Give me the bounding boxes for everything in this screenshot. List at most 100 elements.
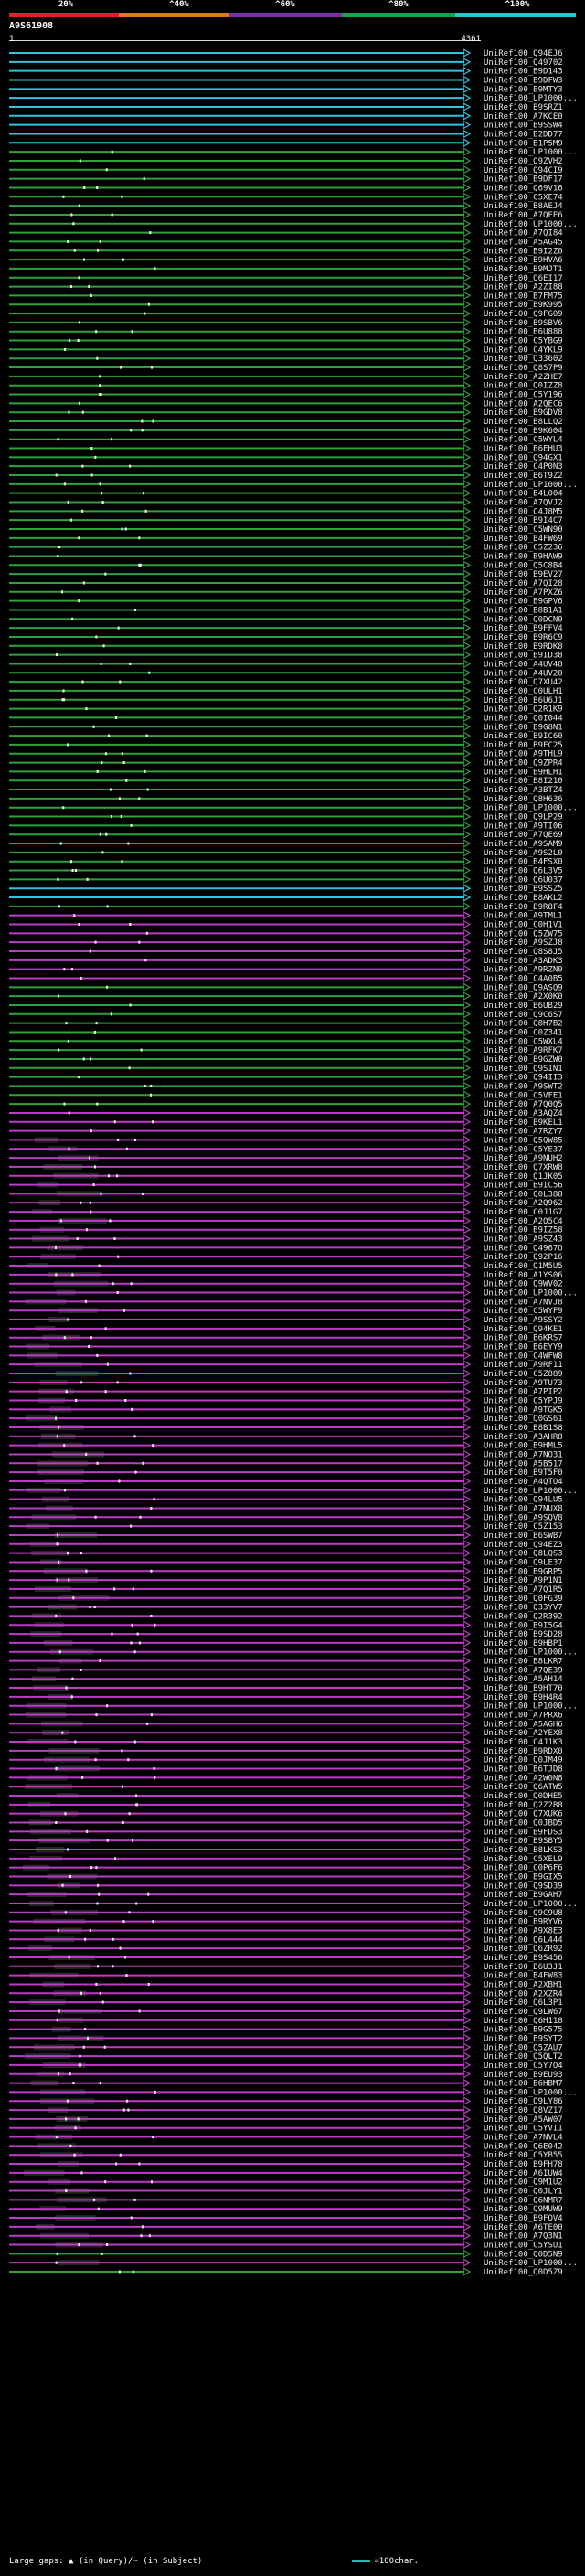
hit-row[interactable]: UniRef100_A3BTZ4	[9, 785, 563, 795]
hit-row[interactable]: UniRef100_C0Z341	[9, 1027, 563, 1037]
hit-label[interactable]: UniRef100_B9IC60	[484, 732, 563, 741]
hit-row[interactable]: UniRef100_A7QI84	[9, 228, 563, 239]
hit-row[interactable]: UniRef100_Q8S8J5	[9, 946, 563, 957]
hit-label[interactable]: UniRef100_B9RYV6	[484, 1918, 563, 1927]
hit-label[interactable]: UniRef100_B9MTY3	[484, 85, 563, 94]
hit-label[interactable]: UniRef100_C5Z889	[484, 1370, 563, 1379]
hit-row[interactable]: UniRef100_A9TI06	[9, 821, 563, 831]
hit-label[interactable]: UniRef100_A7PXZ6	[484, 588, 563, 598]
hit-label[interactable]: UniRef100_C5YBG9	[484, 337, 563, 346]
hit-label[interactable]: UniRef100_Q5QW85	[484, 1136, 563, 1145]
hit-label[interactable]: UniRef100_A7PRX6	[484, 1712, 563, 1721]
hit-label[interactable]: UniRef100_C5WYL4	[484, 436, 563, 445]
hit-row[interactable]: UniRef100_B9RYV6	[9, 1916, 563, 1927]
hit-row[interactable]: UniRef100_Q0JM49	[9, 1754, 563, 1765]
hit-row[interactable]: UniRef100_Q5ZW75	[9, 928, 563, 938]
hit-row[interactable]: UniRef100_C5YVI1	[9, 2123, 563, 2134]
hit-row[interactable]: UniRef100_Q5QLT2	[9, 2051, 563, 2062]
hit-row[interactable]: UniRef100_UP1000...	[9, 2258, 578, 2268]
hit-label[interactable]: UniRef100_B9FC25	[484, 741, 563, 750]
hit-label[interactable]: UniRef100_A7QI84	[484, 229, 563, 239]
hit-label[interactable]: UniRef100_B6U888	[484, 328, 563, 337]
hit-row[interactable]: UniRef100_B9MJT1	[9, 263, 563, 274]
hit-row[interactable]: UniRef100_B9SSZ5	[9, 884, 563, 894]
hit-label[interactable]: UniRef100_Q33YV7	[484, 1604, 563, 1613]
hit-label[interactable]: UniRef100_B6T9Z2	[484, 472, 563, 481]
hit-row[interactable]: UniRef100_A7NVJ8	[9, 1297, 563, 1307]
hit-label[interactable]: UniRef100_Q9MUW9	[484, 2205, 563, 2214]
hit-label[interactable]: UniRef100_A7PIP2	[484, 1388, 563, 1397]
hit-row[interactable]: UniRef100_Q5QW85	[9, 1135, 563, 1145]
hit-row[interactable]: UniRef100_B9GAH7	[9, 1890, 563, 1900]
hit-row[interactable]: UniRef100_UP1000...	[9, 2087, 578, 2097]
hit-row[interactable]: UniRef100_Q7XU42	[9, 677, 563, 687]
hit-row[interactable]: UniRef100_B8AEJ4	[9, 201, 563, 211]
hit-row[interactable]: UniRef100_Q6ATW5	[9, 1782, 563, 1792]
hit-row[interactable]: UniRef100_B6U6J1	[9, 694, 563, 705]
hit-label[interactable]: UniRef100_Q9SIN1	[484, 1065, 563, 1074]
hit-row[interactable]: UniRef100_C5XEL9	[9, 1853, 563, 1864]
hit-label[interactable]: UniRef100_A2W0N8	[484, 1774, 563, 1783]
hit-label[interactable]: UniRef100_C5XE74	[484, 193, 563, 202]
hit-label[interactable]: UniRef100_B8LKS3	[484, 1846, 563, 1855]
hit-row[interactable]: UniRef100_B9HBP1	[9, 1638, 563, 1648]
hit-row[interactable]: UniRef100_B9MTY3	[9, 84, 563, 94]
hit-row[interactable]: UniRef100_Q0FG39	[9, 1593, 563, 1604]
hit-label[interactable]: UniRef100_B9ID38	[484, 652, 563, 661]
hit-row[interactable]: UniRef100_Q1M5U5	[9, 1261, 563, 1271]
hit-label[interactable]: UniRef100_A7Q3N1	[484, 2232, 563, 2242]
hit-label[interactable]: UniRef100_Q94II3	[484, 1074, 563, 1083]
hit-label[interactable]: UniRef100_B4FSX0	[484, 858, 563, 867]
hit-label[interactable]: UniRef100_C5VFE1	[484, 1091, 563, 1100]
hit-row[interactable]: UniRef100_C4P0N3	[9, 461, 563, 472]
hit-row[interactable]: UniRef100_A7Q3N1	[9, 2231, 563, 2242]
hit-row[interactable]: UniRef100_B2DD77	[9, 129, 563, 139]
hit-row[interactable]: UniRef100_Q9WV02	[9, 1278, 563, 1289]
hit-label[interactable]: UniRef100_B9I2Z0	[484, 247, 563, 256]
hit-row[interactable]: UniRef100_UP1000...	[9, 1701, 578, 1712]
hit-label[interactable]: UniRef100_B9RDK8	[484, 642, 563, 652]
hit-row[interactable]: UniRef100_Q0I044	[9, 713, 563, 723]
hit-label[interactable]: UniRef100_UP1000...	[484, 1702, 578, 1712]
hit-label[interactable]: UniRef100_B9HLH1	[484, 768, 563, 777]
hit-row[interactable]: UniRef100_Q0JBD5	[9, 1818, 563, 1829]
hit-label[interactable]: UniRef100_Q6ATW5	[484, 1783, 563, 1792]
hit-label[interactable]: UniRef100_Q7XU42	[484, 678, 563, 687]
hit-label[interactable]: UniRef100_Q0JM49	[484, 1756, 563, 1765]
hit-row[interactable]: UniRef100_A9RFK7	[9, 1045, 563, 1055]
hit-label[interactable]: UniRef100_Q1M5U5	[484, 1262, 563, 1271]
hit-label[interactable]: UniRef100_B9K995	[484, 301, 563, 310]
hit-label[interactable]: UniRef100_C4P0N3	[484, 462, 563, 472]
hit-row[interactable]: UniRef100_B6KRS7	[9, 1332, 563, 1343]
hit-row[interactable]: UniRef100_B9I2Z0	[9, 246, 563, 256]
hit-label[interactable]: UniRef100_B6U3J1	[484, 1963, 563, 1972]
hit-label[interactable]: UniRef100_Q33602	[484, 355, 563, 364]
hit-row[interactable]: UniRef100_Q8H7B2	[9, 1018, 563, 1029]
hit-label[interactable]: UniRef100_Q94GX1	[484, 453, 563, 462]
hit-row[interactable]: UniRef100_A2QEC6	[9, 398, 563, 408]
hit-row[interactable]: UniRef100_A9TML1	[9, 910, 563, 921]
hit-label[interactable]: UniRef100_B9EU93	[484, 2071, 563, 2080]
hit-row[interactable]: UniRef100_Q33YV7	[9, 1602, 563, 1613]
hit-row[interactable]: UniRef100_B9HAW9	[9, 551, 563, 561]
hit-row[interactable]: UniRef100_B9FC25	[9, 739, 563, 750]
hit-row[interactable]: UniRef100_UP1000...	[9, 479, 578, 490]
hit-row[interactable]: UniRef100_C4WFW8	[9, 1351, 563, 1361]
hit-row[interactable]: UniRef100_A9NUH2	[9, 1153, 563, 1163]
hit-row[interactable]: UniRef100_Q0L388	[9, 1189, 563, 1199]
hit-label[interactable]: UniRef100_A7QVJ2	[484, 499, 563, 508]
hit-label[interactable]: UniRef100_Q4967O	[484, 1244, 563, 1253]
hit-row[interactable]: UniRef100_A2Q962	[9, 1198, 563, 1208]
hit-row[interactable]: UniRef100_A2ZI88	[9, 281, 563, 292]
hit-row[interactable]: UniRef100_Q94KE1	[9, 1323, 563, 1334]
hit-row[interactable]: UniRef100_C0P6F6	[9, 1862, 563, 1873]
hit-label[interactable]: UniRef100_C5YPJ9	[484, 1397, 563, 1406]
hit-label[interactable]: UniRef100_A9TI06	[484, 822, 563, 831]
hit-row[interactable]: UniRef100_A1YS06	[9, 1269, 563, 1280]
hit-row[interactable]: UniRef100_Q4967O	[9, 1243, 563, 1253]
hit-label[interactable]: UniRef100_B9D143	[484, 68, 563, 77]
hit-label[interactable]: UniRef100_Q9ASQ9	[484, 983, 563, 992]
hit-label[interactable]: UniRef100_C4J1K3	[484, 1738, 563, 1747]
hit-label[interactable]: UniRef100_Q0D5N9	[484, 2250, 563, 2259]
hit-label[interactable]: UniRef100_Q9C6S7	[484, 1011, 563, 1020]
